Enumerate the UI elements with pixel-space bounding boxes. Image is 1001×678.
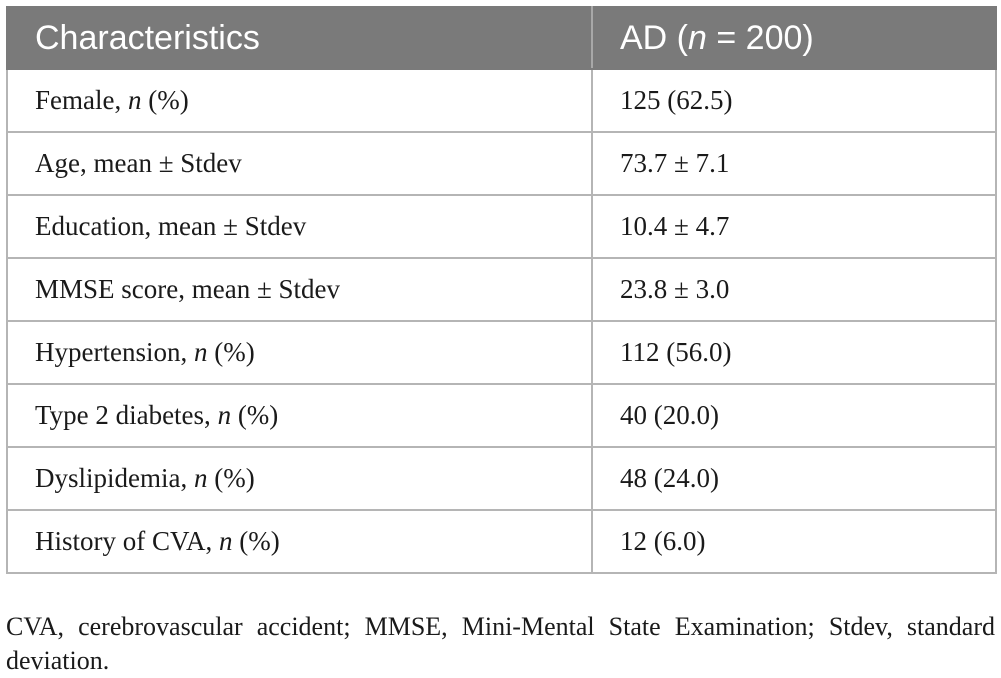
row-label: Dyslipidemia, n (%): [6, 446, 593, 511]
row-label: Type 2 diabetes, n (%): [6, 383, 593, 448]
row-value: 48 (24.0): [591, 446, 997, 511]
label-suffix: (%): [207, 463, 255, 493]
table-row: History of CVA, n (%) 12 (6.0): [6, 509, 997, 574]
table-row: Education, mean ± Stdev 10.4 ± 4.7: [6, 194, 997, 259]
label-n: n: [219, 526, 233, 556]
header-row: Characteristics AD (n = 200): [6, 6, 997, 70]
row-label: History of CVA, n (%): [6, 509, 593, 574]
table-row: Female, n (%) 125 (62.5): [6, 68, 997, 133]
label-text: Type 2 diabetes,: [35, 400, 218, 430]
label-text: Education, mean ± Stdev: [35, 211, 307, 241]
table-row: Dyslipidemia, n (%) 48 (24.0): [6, 446, 997, 511]
label-text: MMSE score, mean ± Stdev: [35, 274, 341, 304]
header-ad-n: n: [688, 18, 707, 57]
label-suffix: (%): [141, 85, 189, 115]
label-n: n: [193, 337, 208, 367]
row-label: MMSE score, mean ± Stdev: [6, 257, 593, 322]
table-row: Hypertension, n (%) 112 (56.0): [6, 320, 997, 385]
label-n: n: [217, 400, 232, 430]
label-text: Female,: [35, 85, 128, 115]
characteristics-table: Characteristics AD (n = 200) Female, n (…: [6, 6, 997, 574]
label-suffix: (%): [231, 400, 279, 430]
header-ad-prefix: AD (: [620, 18, 688, 57]
table-row: MMSE score, mean ± Stdev 23.8 ± 3.0: [6, 257, 997, 322]
header-ad-suffix: = 200): [706, 18, 814, 57]
row-value: 23.8 ± 3.0: [591, 257, 997, 322]
row-label: Female, n (%): [6, 68, 593, 133]
table-body: Female, n (%) 125 (62.5) Age, mean ± Std…: [6, 68, 997, 574]
row-label: Education, mean ± Stdev: [6, 194, 593, 259]
row-label: Age, mean ± Stdev: [6, 131, 593, 196]
label-suffix: (%): [232, 526, 280, 556]
table-footnote: CVA, cerebrovascular accident; MMSE, Min…: [6, 612, 995, 675]
label-text: Dyslipidemia,: [35, 463, 194, 493]
row-value: 40 (20.0): [591, 383, 997, 448]
table-row: Age, mean ± Stdev 73.7 ± 7.1: [6, 131, 997, 196]
table-row: Type 2 diabetes, n (%) 40 (20.0): [6, 383, 997, 448]
label-text: History of CVA,: [35, 526, 220, 556]
row-value: 125 (62.5): [591, 68, 997, 133]
row-value: 12 (6.0): [591, 509, 997, 574]
label-text: Hypertension,: [35, 337, 194, 367]
label-text: Age, mean ± Stdev: [35, 148, 242, 178]
row-value: 10.4 ± 4.7: [591, 194, 997, 259]
header-ad-group: AD (n = 200): [591, 6, 997, 70]
label-n: n: [193, 463, 208, 493]
row-label: Hypertension, n (%): [6, 320, 593, 385]
label-suffix: (%): [207, 337, 255, 367]
row-value: 73.7 ± 7.1: [591, 131, 997, 196]
row-value: 112 (56.0): [591, 320, 997, 385]
label-n: n: [127, 85, 142, 115]
table-header: Characteristics AD (n = 200): [6, 6, 997, 70]
characteristics-table-container: Characteristics AD (n = 200) Female, n (…: [6, 6, 997, 574]
header-characteristics: Characteristics: [6, 6, 593, 70]
